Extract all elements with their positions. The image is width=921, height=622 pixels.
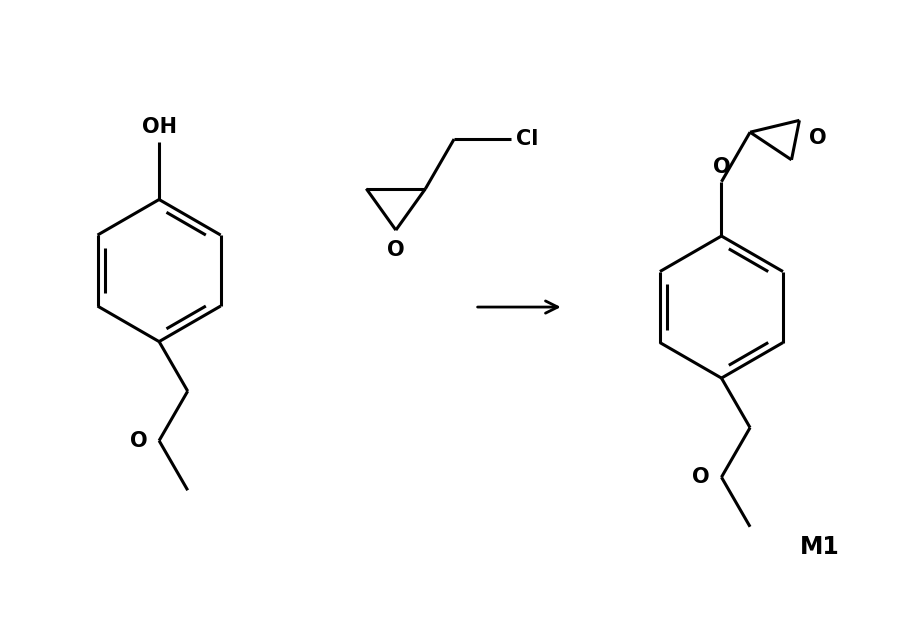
Text: OH: OH bbox=[142, 118, 177, 137]
Text: O: O bbox=[387, 240, 404, 260]
Text: O: O bbox=[810, 128, 827, 148]
Text: O: O bbox=[713, 157, 730, 177]
FancyArrowPatch shape bbox=[478, 301, 558, 313]
Text: M1: M1 bbox=[800, 535, 840, 559]
Text: O: O bbox=[130, 430, 147, 451]
Text: O: O bbox=[692, 467, 709, 487]
Text: Cl: Cl bbox=[517, 129, 539, 149]
